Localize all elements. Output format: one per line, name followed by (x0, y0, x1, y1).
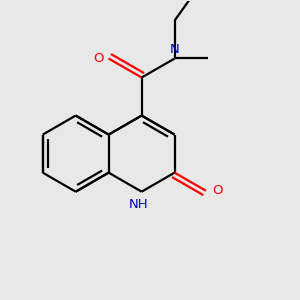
Text: O: O (94, 52, 104, 65)
Text: N: N (170, 43, 180, 56)
Text: NH: NH (129, 198, 148, 211)
Text: O: O (212, 184, 223, 197)
